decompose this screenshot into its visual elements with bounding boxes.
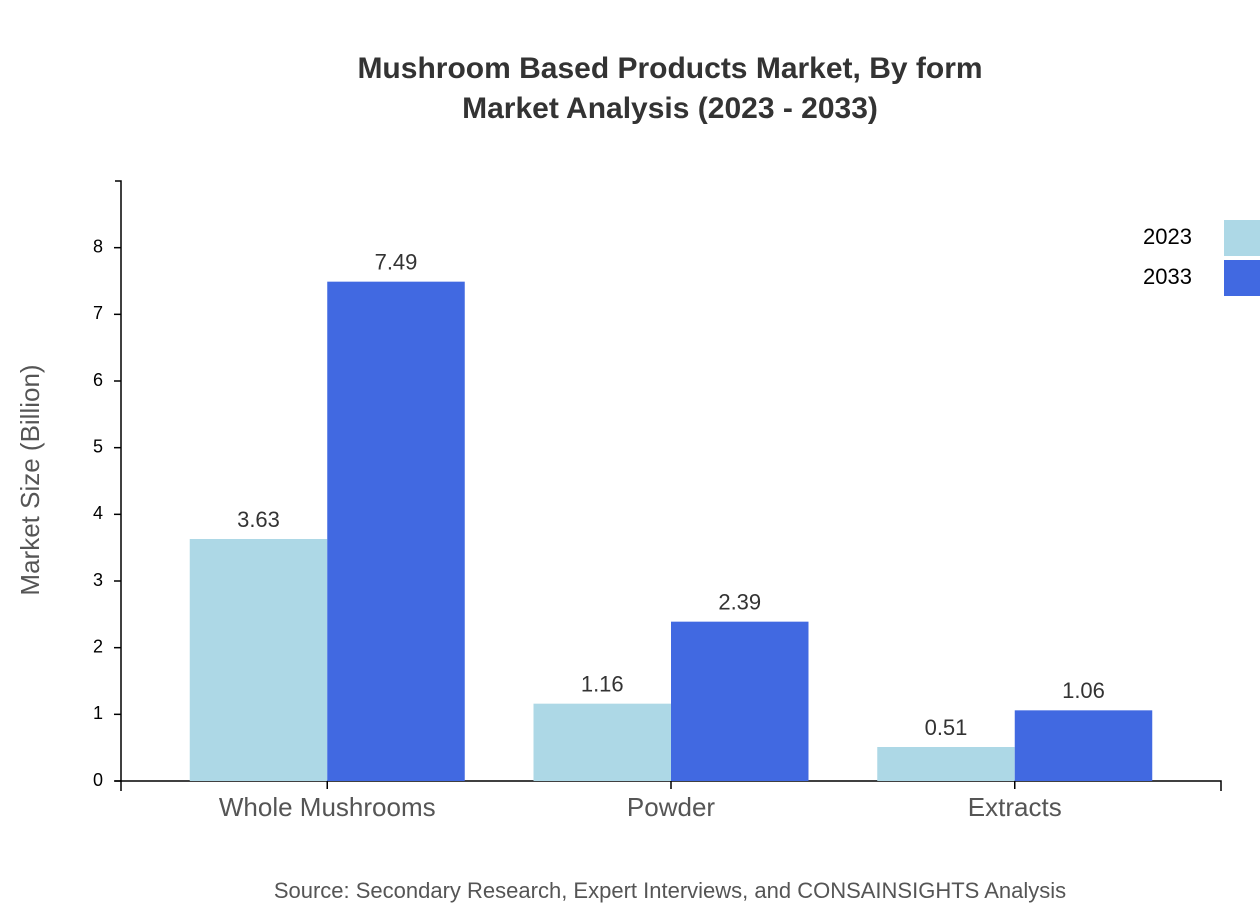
legend-label: 2033 <box>1143 264 1192 289</box>
y-tick-label: 0 <box>93 770 103 790</box>
source-note: Source: Secondary Research, Expert Inter… <box>274 878 1066 903</box>
y-tick-label: 5 <box>93 436 103 456</box>
y-tick-label: 1 <box>93 703 103 723</box>
bar <box>533 703 671 781</box>
bar <box>671 621 809 781</box>
legend-swatch <box>1224 260 1260 296</box>
y-tick-label: 8 <box>93 236 103 256</box>
chart-subtitle: Market Analysis (2023 - 2033) <box>462 92 878 125</box>
x-tick-label: Extracts <box>968 792 1062 822</box>
bar <box>1014 710 1153 781</box>
bar <box>877 747 1015 781</box>
bar <box>327 281 465 781</box>
value-label: 7.49 <box>375 249 418 274</box>
value-label: 0.51 <box>925 715 968 740</box>
value-label: 1.16 <box>581 671 624 696</box>
bar <box>189 539 328 781</box>
value-label: 2.39 <box>718 589 761 614</box>
chart-title: Mushroom Based Products Market, By form <box>357 52 982 85</box>
y-axis <box>115 180 122 782</box>
y-axis-label: Market Size (Billion) <box>15 364 45 595</box>
y-tick-label: 7 <box>93 303 103 323</box>
x-tick-label: Whole Mushrooms <box>219 792 436 822</box>
x-tick-label: Powder <box>627 792 715 822</box>
legend-label: 2023 <box>1143 224 1192 249</box>
y-tick-label: 4 <box>93 503 103 523</box>
y-tick-label: 6 <box>93 370 103 390</box>
value-label: 3.63 <box>237 507 280 532</box>
y-tick-label: 3 <box>93 570 103 590</box>
legend-swatch <box>1224 220 1260 256</box>
y-tick-label: 2 <box>93 636 103 656</box>
value-label: 1.06 <box>1062 678 1105 703</box>
